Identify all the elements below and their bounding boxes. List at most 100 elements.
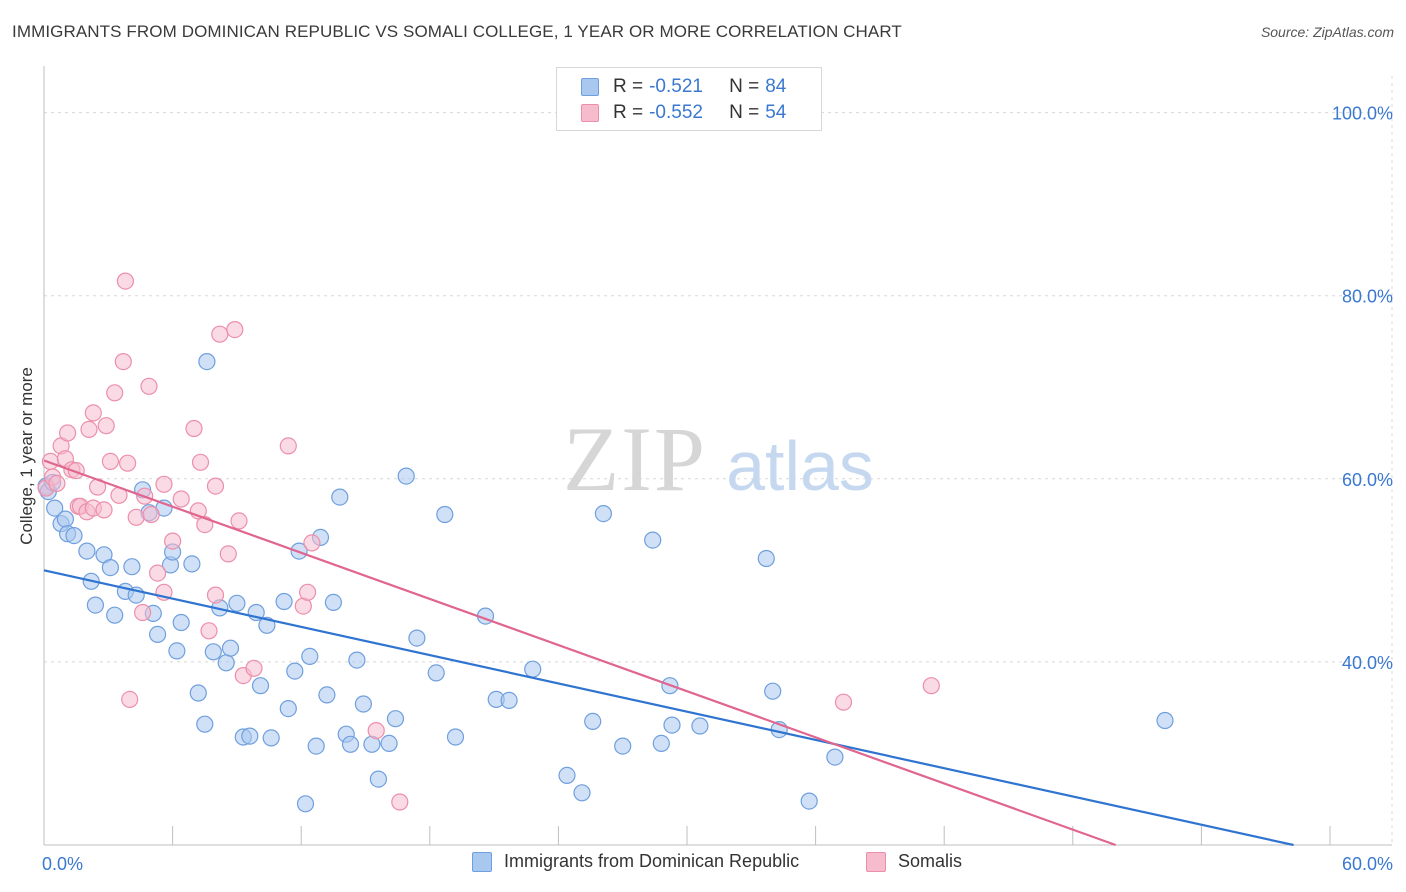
dominican-point[interactable]: [446, 728, 465, 746]
dominican-point[interactable]: [221, 639, 240, 657]
dominican-point[interactable]: [149, 625, 167, 644]
dominican-point[interactable]: [558, 766, 576, 785]
legend-r-label: R =: [613, 76, 644, 97]
somali-point[interactable]: [191, 453, 210, 471]
dominican-point[interactable]: [168, 642, 186, 660]
dominican-point[interactable]: [614, 737, 632, 755]
dominican-point[interactable]: [106, 606, 124, 624]
dominican-point[interactable]: [65, 526, 83, 545]
dominican-point[interactable]: [228, 594, 246, 612]
dominican-point[interactable]: [594, 504, 613, 523]
dominican-point[interactable]: [691, 717, 709, 735]
series-legend-blue[interactable]: Immigrants from Dominican Republic: [472, 851, 799, 872]
dominican-point[interactable]: [189, 684, 207, 702]
dominican-point[interactable]: [573, 784, 591, 802]
dominican-point[interactable]: [183, 555, 201, 573]
dominican-point[interactable]: [78, 542, 96, 560]
dominican-point[interactable]: [652, 734, 670, 753]
dominican-point[interactable]: [262, 729, 280, 747]
dominican-point[interactable]: [524, 660, 542, 678]
somali-point[interactable]: [367, 721, 385, 740]
dominican-point[interactable]: [386, 710, 405, 728]
somali-point[interactable]: [185, 419, 203, 438]
dominican-point[interactable]: [204, 643, 222, 661]
dominican-point[interactable]: [123, 558, 141, 576]
somali-point[interactable]: [299, 583, 317, 601]
dominican-point[interactable]: [354, 695, 372, 713]
somali-point[interactable]: [230, 512, 248, 530]
somali-point[interactable]: [206, 586, 225, 604]
somali-point[interactable]: [48, 474, 66, 492]
somali-point[interactable]: [279, 437, 297, 455]
somali-point[interactable]: [127, 508, 145, 526]
somali-point[interactable]: [834, 693, 853, 711]
dominican-point[interactable]: [331, 488, 349, 506]
dominican-point[interactable]: [764, 682, 782, 700]
dominican-point[interactable]: [380, 734, 398, 753]
somali-point[interactable]: [245, 659, 263, 677]
dominican-point[interactable]: [826, 748, 844, 766]
dominican-point[interactable]: [800, 792, 818, 810]
dominican-point[interactable]: [348, 651, 366, 669]
dominican-point[interactable]: [1156, 711, 1174, 730]
dominican-point[interactable]: [86, 596, 105, 614]
somali-point[interactable]: [149, 564, 167, 582]
somali-point[interactable]: [140, 377, 158, 395]
dominican-point[interactable]: [324, 593, 342, 612]
dominican-point[interactable]: [251, 677, 270, 695]
somali-point[interactable]: [155, 475, 173, 493]
legend-row-pink: R = -0.552 N = 54: [581, 100, 786, 126]
somali-point[interactable]: [172, 490, 190, 508]
dominican-point[interactable]: [196, 715, 214, 733]
somali-point[interactable]: [80, 420, 98, 438]
somali-point[interactable]: [211, 325, 229, 343]
somali-point[interactable]: [200, 622, 218, 640]
somali-point[interactable]: [106, 384, 124, 402]
dominican-point[interactable]: [341, 735, 360, 753]
dominican-point[interactable]: [301, 647, 319, 666]
dominican-point[interactable]: [286, 662, 304, 680]
somali-point[interactable]: [164, 532, 182, 550]
somali-point[interactable]: [391, 793, 409, 811]
somali-point[interactable]: [142, 505, 160, 524]
dominican-point[interactable]: [408, 629, 426, 647]
dominican-point[interactable]: [56, 510, 75, 528]
somali-point[interactable]: [134, 603, 152, 622]
dominican-point[interactable]: [241, 727, 259, 745]
dominican-point[interactable]: [500, 691, 518, 710]
dominican-point[interactable]: [307, 737, 325, 755]
dominican-point[interactable]: [217, 654, 235, 672]
somali-point[interactable]: [226, 321, 244, 339]
somali-point[interactable]: [58, 424, 77, 442]
dominican-point[interactable]: [46, 499, 64, 517]
somali-point[interactable]: [101, 452, 120, 470]
somali-point[interactable]: [84, 404, 102, 422]
dominican-point[interactable]: [101, 558, 120, 577]
dominican-point[interactable]: [436, 505, 454, 524]
dominican-point[interactable]: [279, 699, 297, 718]
dominican-point[interactable]: [397, 467, 415, 485]
dominican-point[interactable]: [663, 716, 681, 734]
legend-swatch-blue: [472, 851, 492, 872]
dominican-point[interactable]: [275, 592, 293, 611]
somali-point[interactable]: [219, 545, 237, 563]
dominican-point[interactable]: [757, 549, 775, 568]
dominican-point[interactable]: [584, 712, 602, 731]
dominican-point[interactable]: [296, 795, 315, 813]
somali-point[interactable]: [114, 353, 132, 371]
somali-point[interactable]: [116, 272, 135, 290]
somali-point[interactable]: [95, 501, 113, 519]
somali-point[interactable]: [206, 477, 225, 495]
somali-point[interactable]: [922, 677, 940, 695]
dominican-point[interactable]: [198, 353, 216, 371]
dominican-point[interactable]: [172, 613, 190, 632]
somali-point[interactable]: [303, 534, 321, 552]
somali-point[interactable]: [97, 417, 115, 435]
somali-point[interactable]: [121, 690, 139, 709]
series-legend-pink[interactable]: Somalis: [866, 851, 962, 872]
somali-point[interactable]: [118, 454, 137, 472]
dominican-point[interactable]: [318, 686, 336, 704]
dominican-point[interactable]: [369, 770, 387, 788]
dominican-point[interactable]: [427, 664, 445, 682]
dominican-point[interactable]: [644, 531, 662, 549]
